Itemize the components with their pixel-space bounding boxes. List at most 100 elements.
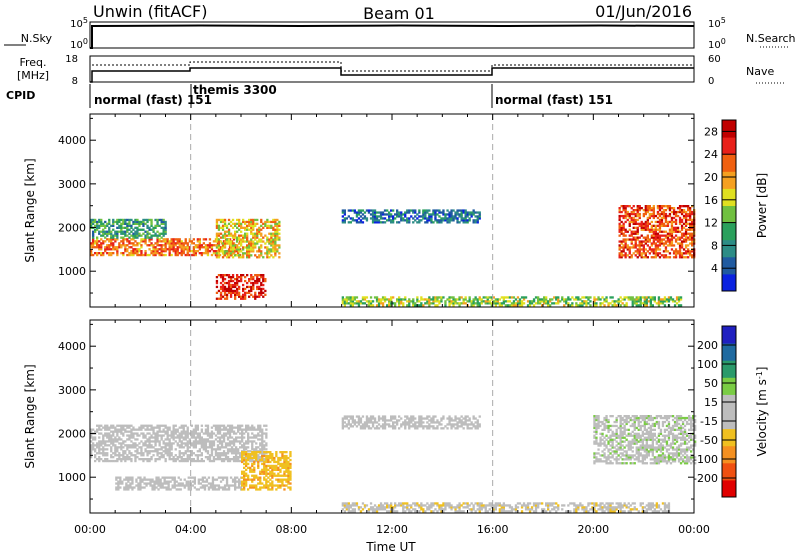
heatmap-cell: [652, 238, 655, 241]
heatmap-cell: [217, 228, 221, 231]
heatmap-cell: [674, 226, 678, 229]
heatmap-cell: [222, 459, 226, 463]
heatmap-cell: [618, 224, 621, 227]
heatmap-cell: [251, 464, 254, 468]
heatmap-cell: [259, 426, 262, 429]
heatmap-cell: [134, 450, 137, 453]
heatmap-cell: [198, 442, 201, 445]
heatmap-cell: [274, 246, 277, 249]
heatmap-cell: [424, 209, 427, 212]
heatmap-cell: [187, 488, 190, 491]
heatmap-cell: [239, 452, 242, 455]
heatmap-cell: [216, 456, 220, 459]
heatmap-cell: [104, 240, 107, 243]
heatmap-cell: [656, 228, 660, 231]
heatmap-cell: [674, 214, 678, 218]
heatmap-cell: [474, 427, 477, 430]
heatmap-cell: [275, 468, 278, 471]
heatmap-cell: [371, 421, 375, 424]
heatmap-cell: [666, 234, 670, 237]
heatmap-cell: [581, 304, 584, 307]
heatmap-cell: [156, 448, 159, 451]
heatmap-cell: [367, 421, 371, 424]
heatmap-cell: [124, 450, 127, 453]
heatmap-cell: [636, 244, 639, 247]
heatmap-cell: [643, 300, 646, 303]
heatmap-cell: [236, 238, 239, 241]
heatmap-cell: [262, 236, 265, 239]
heatmap-cell: [565, 298, 568, 301]
heatmap-cell: [207, 482, 211, 485]
heatmap-cell: [668, 232, 672, 235]
heatmap-cell: [153, 486, 156, 489]
heatmap-cell: [243, 482, 246, 485]
heatmap-cell: [687, 236, 690, 239]
colorbar-swatch: [722, 256, 736, 275]
heatmap-cell: [466, 427, 469, 430]
heatmap-cell: [160, 232, 163, 235]
heatmap-cell: [260, 254, 263, 257]
heatmap-cell: [211, 482, 215, 485]
heatmap-cell: [460, 415, 463, 418]
heatmap-cell: [188, 442, 191, 445]
heatmap-cell: [355, 425, 359, 428]
heatmap-cell: [206, 426, 210, 429]
heatmap-cell: [196, 432, 199, 435]
heatmap-cell: [672, 209, 676, 212]
heatmap-cell: [212, 456, 216, 459]
heatmap-cell: [224, 454, 228, 457]
heatmap-cell: [367, 417, 371, 420]
heatmap-cell: [245, 472, 248, 475]
heatmap-cell: [248, 254, 251, 257]
heatmap-cell: [277, 478, 280, 481]
heatmap-cell: [622, 240, 625, 243]
heatmap-cell: [264, 246, 267, 249]
heatmap-cell: [691, 234, 694, 237]
heatmap-cell: [124, 218, 127, 222]
heatmap-cell: [207, 476, 211, 479]
heatmap-cell: [265, 424, 268, 427]
heatmap-cell: [270, 254, 273, 257]
heatmap-cell: [164, 222, 167, 225]
heatmap-cell: [274, 222, 277, 225]
heatmap-cell: [402, 219, 405, 222]
heatmap-cell: [593, 304, 596, 307]
heatmap-cell: [371, 506, 375, 509]
heatmap-cell: [273, 466, 276, 469]
heatmap-cell: [500, 510, 503, 513]
heatmap-cell: [243, 472, 246, 475]
heatmap-cell: [110, 244, 113, 247]
heatmap-cell: [172, 436, 175, 439]
heatmap-cell: [177, 484, 180, 487]
heatmap-cell: [622, 232, 625, 235]
heatmap-cell: [369, 427, 373, 430]
heatmap-cell: [232, 432, 236, 435]
heatmap-cell: [208, 238, 212, 241]
heatmap-cell: [94, 444, 97, 447]
heatmap-cell: [432, 419, 435, 422]
heatmap-cell: [347, 298, 350, 301]
heatmap-cell: [104, 432, 107, 435]
heatmap-cell: [193, 476, 196, 479]
heatmap-cell: [406, 502, 409, 505]
heatmap-cell: [140, 452, 143, 455]
heatmap-cell: [232, 459, 236, 463]
heatmap-cell: [400, 425, 403, 428]
heatmap-cell: [162, 218, 165, 222]
heatmap-cell: [388, 219, 391, 222]
heatmap-cell: [156, 236, 159, 239]
heatmap-cell: [234, 230, 237, 233]
heatmap-cell: [642, 228, 645, 231]
heatmap-cell: [245, 451, 248, 454]
heatmap-cell: [398, 296, 401, 299]
heatmap-cell: [240, 274, 243, 277]
heatmap-cell: [426, 508, 429, 511]
heatmap-cell: [238, 222, 241, 225]
heatmap-cell: [178, 252, 181, 255]
heatmap-cell: [470, 423, 473, 426]
heatmap-cell: [106, 252, 109, 255]
heatmap-cell: [232, 438, 236, 441]
heatmap-cell: [210, 246, 214, 249]
heatmap-cell: [258, 291, 261, 294]
heatmap-cell: [221, 226, 225, 229]
